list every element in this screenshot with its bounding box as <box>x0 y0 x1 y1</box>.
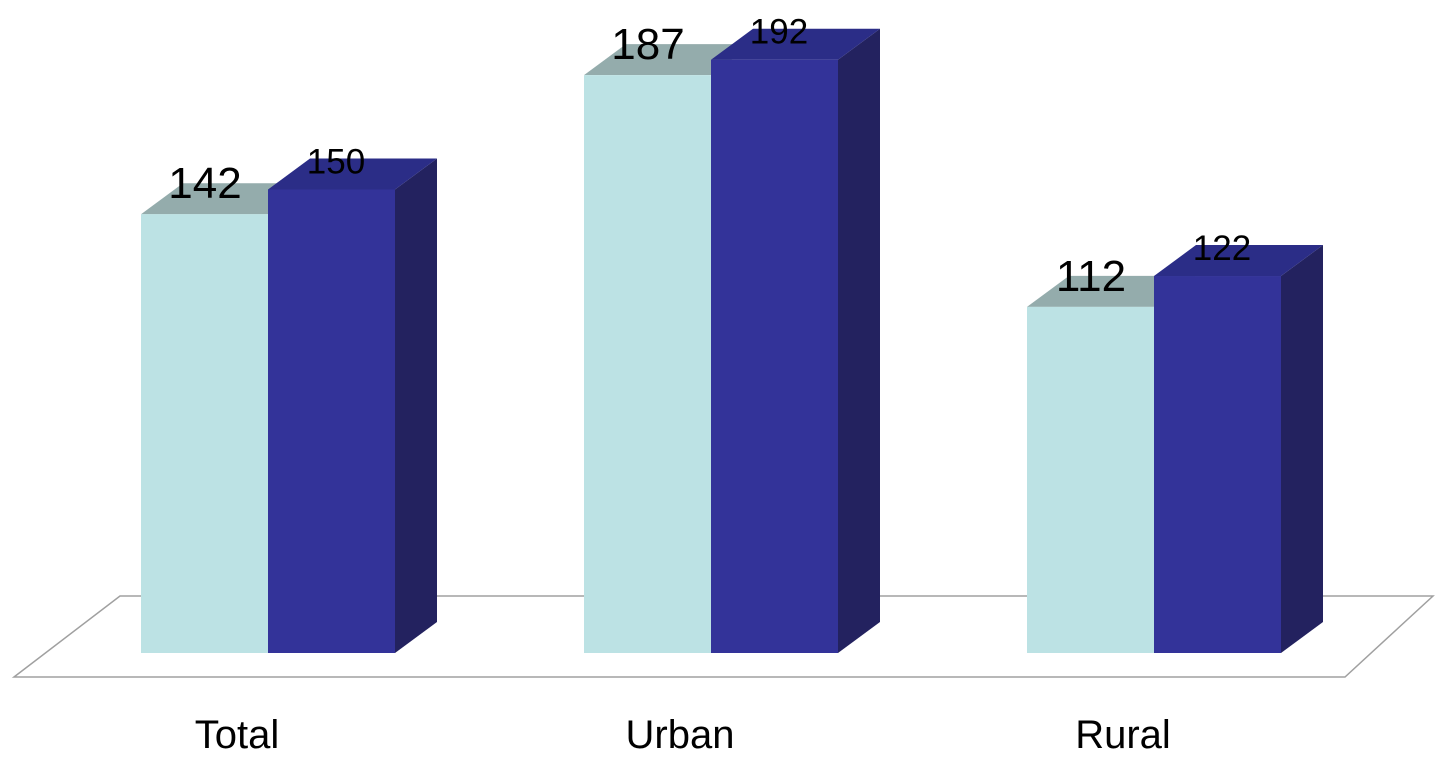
bar-top-series1 <box>1027 275 1196 307</box>
bar-series1 <box>584 75 711 654</box>
bar-top-series2 <box>268 158 437 190</box>
data-label-series2: 150 <box>307 143 365 182</box>
data-label-series2: 122 <box>1193 229 1251 268</box>
bar-top-series1 <box>141 183 310 215</box>
x-tick-label: Total <box>195 713 280 757</box>
data-label-series1: 142 <box>168 159 241 208</box>
bar-series1 <box>141 214 268 653</box>
bar-series1 <box>1027 306 1154 653</box>
chart-floor <box>11 595 1435 678</box>
x-tick-label: Rural <box>1075 713 1171 757</box>
bar-top-series2 <box>711 28 880 60</box>
data-label-series2: 192 <box>750 13 808 52</box>
data-label-series1: 112 <box>1056 252 1126 301</box>
bar-top-series1 <box>584 44 753 76</box>
bars-layer <box>141 28 1323 654</box>
bar-side-series2 <box>838 28 880 654</box>
data-label-series1: 187 <box>611 20 684 69</box>
bar-series2 <box>268 189 395 653</box>
bar-top-series2 <box>1154 245 1323 277</box>
x-tick-label: Urban <box>626 713 735 757</box>
labels-layer: 142 150 Total 187 192 Urban 112 122 Rural <box>168 13 1251 757</box>
bar-series2 <box>1154 276 1281 653</box>
bar-side-series2 <box>1281 245 1323 653</box>
bar-side-series2 <box>395 158 437 653</box>
bar-series2 <box>711 59 838 654</box>
